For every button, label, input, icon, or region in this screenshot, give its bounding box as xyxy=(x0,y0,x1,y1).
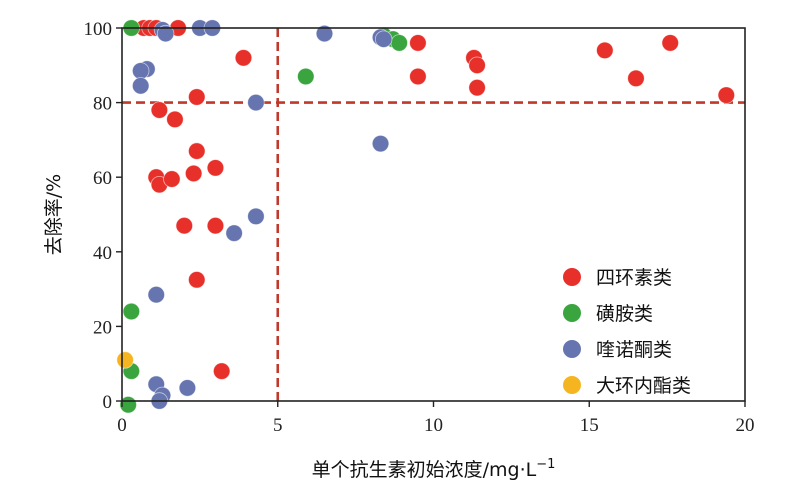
data-point-s0-5 xyxy=(409,34,427,52)
y-tick-label: 0 xyxy=(103,392,113,413)
y-axis-title: 去除率/% xyxy=(43,174,65,255)
data-point-s3-0 xyxy=(116,351,134,369)
data-point-s0-4 xyxy=(234,49,253,67)
x-tick-label: 10 xyxy=(424,415,443,436)
legend-label: 大环内酯类 xyxy=(596,375,691,397)
legend-label: 喹诺酮类 xyxy=(596,339,672,361)
data-point-s0-11 xyxy=(627,69,645,88)
data-point-s2-4 xyxy=(315,24,334,43)
data-point-s0-19 xyxy=(206,159,225,177)
data-point-s0-12 xyxy=(661,34,679,52)
data-point-s2-8 xyxy=(131,62,150,80)
data-point-s0-6 xyxy=(409,67,427,86)
data-point-s0-15 xyxy=(150,101,169,119)
data-point-s2-14 xyxy=(147,285,165,304)
legend-label: 磺胺类 xyxy=(596,303,653,325)
y-tick-label: 20 xyxy=(93,317,112,338)
data-point-s0-22 xyxy=(163,170,181,188)
y-tick-label: 80 xyxy=(93,94,112,115)
data-point-s0-25 xyxy=(188,271,206,289)
data-point-s0-18 xyxy=(184,164,203,183)
data-point-s0-13 xyxy=(717,86,736,104)
data-point-s0-14 xyxy=(188,88,206,106)
x-tick-label: 0 xyxy=(117,415,127,436)
data-point-s2-6 xyxy=(374,30,393,48)
data-point-s2-17 xyxy=(178,379,197,397)
data-point-s2-12 xyxy=(247,207,265,226)
legend-marker xyxy=(563,340,581,358)
data-point-s0-16 xyxy=(166,110,184,129)
data-point-s0-17 xyxy=(188,142,206,160)
data-point-s1-7 xyxy=(122,302,141,321)
y-tick-label: 40 xyxy=(93,243,112,264)
data-point-s1-5 xyxy=(297,67,315,86)
x-tick-label: 5 xyxy=(273,415,283,436)
legend-marker xyxy=(563,268,581,286)
x-tick-label: 15 xyxy=(580,415,599,436)
legend-marker xyxy=(563,304,581,322)
x-axis-title: 单个抗生素初始浓度/mg·L−1 xyxy=(312,457,556,481)
x-axis-title-text: 单个抗生素初始浓度/mg·L xyxy=(312,459,537,481)
data-point-s2-9 xyxy=(131,77,150,95)
data-point-s0-26 xyxy=(212,362,231,380)
data-point-s2-11 xyxy=(371,134,390,153)
data-point-s0-8 xyxy=(468,56,486,75)
legend-label: 四环素类 xyxy=(596,267,672,289)
axes-layer: 0 5 10 15 20 0 20 40 60 80 100 xyxy=(84,19,755,436)
data-point-s1-4 xyxy=(390,34,408,52)
y-tick-label: 100 xyxy=(84,19,113,40)
data-point-s0-9 xyxy=(468,78,486,97)
x-tick-label: 20 xyxy=(736,415,755,436)
data-point-s2-13 xyxy=(225,224,243,242)
data-point-s0-10 xyxy=(596,41,614,60)
data-point-s0-24 xyxy=(206,216,225,235)
data-point-s0-23 xyxy=(175,216,194,235)
data-point-s2-10 xyxy=(247,93,265,112)
y-tick-label: 60 xyxy=(93,168,112,189)
data-point-s2-1 xyxy=(156,24,175,43)
legend-marker xyxy=(563,376,581,394)
x-axis-title-superscript: −1 xyxy=(536,457,555,472)
